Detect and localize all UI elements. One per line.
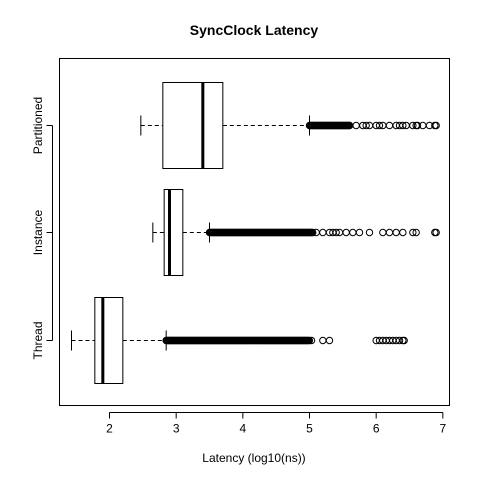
- outlier-thread-1: [319, 336, 327, 345]
- outlier-partitioned-1: [352, 121, 360, 130]
- y-axis: Thread Instance Partitioned: [31, 97, 53, 360]
- outlier-instance-8: [355, 228, 364, 237]
- box-instance: [152, 189, 440, 276]
- chart-title: SyncClock Latency: [190, 22, 319, 38]
- iqr-box-thread: [94, 297, 124, 384]
- box-thread: [71, 297, 408, 384]
- outlier-instance-17: [432, 228, 440, 237]
- box-partitioned: [140, 82, 440, 169]
- outlier-partitioned-11: [399, 121, 407, 130]
- iqr-box-instance: [163, 189, 184, 276]
- x-tick-label-3: 3: [173, 422, 180, 436]
- iqr-box-partitioned: [162, 82, 224, 169]
- outlier-partitioned-8: [385, 121, 394, 130]
- x-axis: 2 3 4 5 6 7: [106, 412, 446, 436]
- outlier-partitioned-15: [413, 121, 422, 130]
- outlier-thread-12: [400, 336, 408, 345]
- outlier-instance-10: [379, 228, 387, 237]
- outlier-partitioned-13: [409, 121, 417, 130]
- x-tick-label-6: 6: [373, 422, 380, 436]
- outlier-instance-6: [342, 228, 350, 237]
- x-tick-label-4: 4: [239, 422, 246, 436]
- category-label-instance: Instance: [31, 209, 45, 255]
- plot-frame: [59, 58, 450, 406]
- outlier-thread-2: [325, 336, 334, 345]
- outlier-instance-9: [365, 228, 374, 237]
- outlier-instance-7: [349, 228, 357, 237]
- outlier-thread-0: [307, 336, 316, 345]
- x-tick-label-5: 5: [306, 422, 313, 436]
- category-label-thread: Thread: [31, 321, 45, 359]
- outlier-instance-11: [385, 228, 394, 237]
- outlier-thread-dense-179: [305, 336, 314, 345]
- outlier-instance-1: [319, 228, 327, 237]
- x-tick-label-2: 2: [106, 422, 113, 436]
- x-axis-label: Latency (log10(ns)): [202, 451, 305, 465]
- outliers-thread: [162, 336, 408, 345]
- outlier-partitioned-19: [432, 121, 440, 130]
- outlier-instance-dense-129: [309, 228, 317, 237]
- outlier-instance-12: [392, 228, 400, 237]
- outlier-instance-15: [412, 228, 420, 237]
- category-label-partitioned: Partitioned: [31, 97, 45, 154]
- outliers-partitioned: [305, 121, 440, 130]
- outlier-instance-4: [332, 228, 340, 237]
- outlier-instance-14: [409, 228, 417, 237]
- outlier-partitioned-3: [362, 121, 370, 130]
- outlier-thread-10: [395, 336, 404, 345]
- outlier-instance-13: [399, 228, 407, 237]
- x-tick-label-7: 7: [439, 422, 446, 436]
- outliers-instance: [205, 228, 440, 237]
- outlier-partitioned-6: [375, 121, 384, 130]
- boxes-layer: [71, 82, 440, 384]
